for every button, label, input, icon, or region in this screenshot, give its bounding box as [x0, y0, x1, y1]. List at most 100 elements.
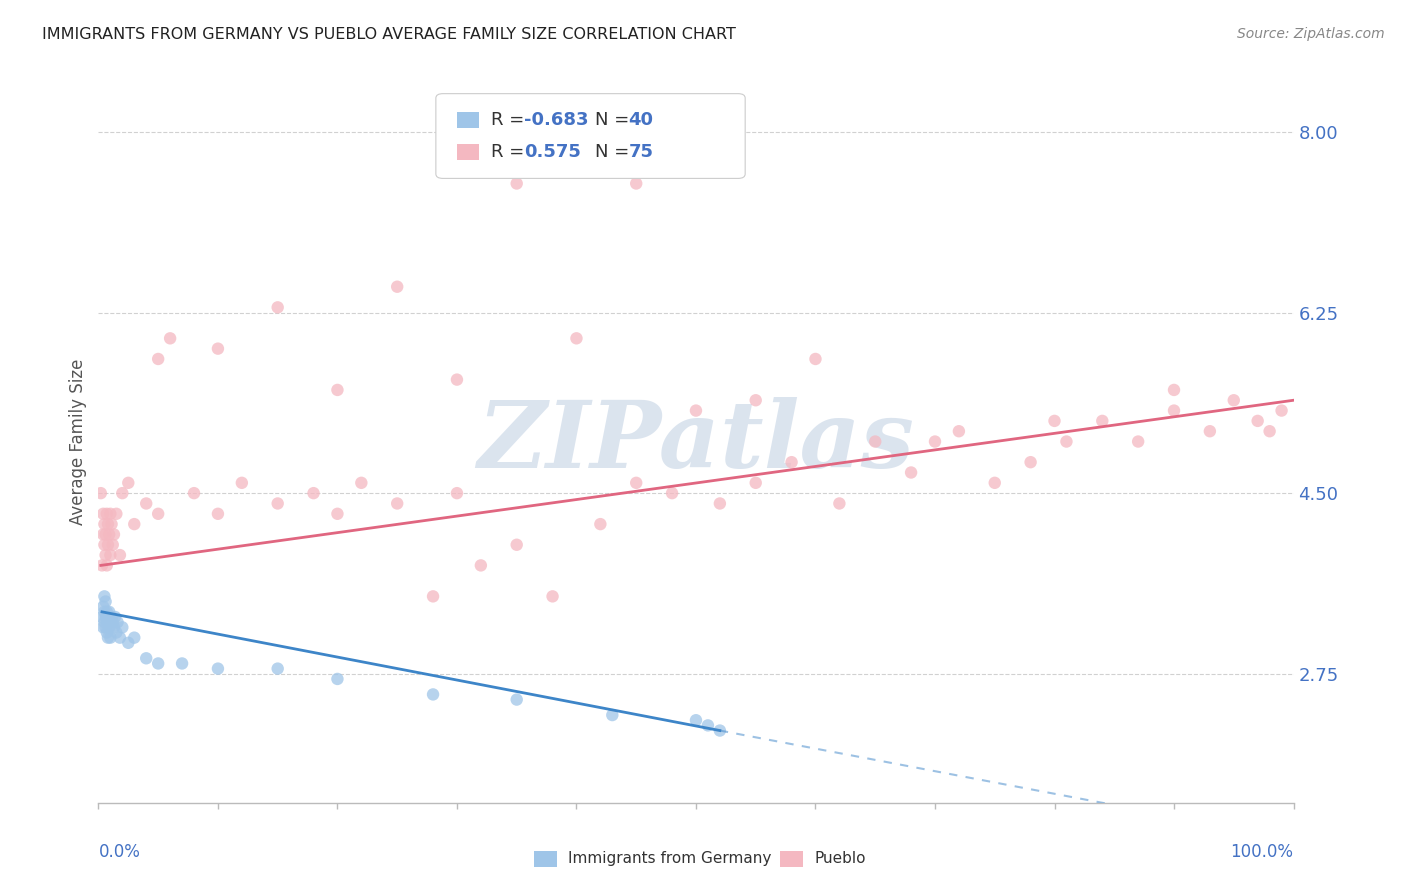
Point	[780, 455, 803, 469]
Point	[103, 527, 125, 541]
Point	[302, 486, 325, 500]
Point	[900, 466, 922, 480]
Point	[183, 486, 205, 500]
Point	[94, 610, 117, 624]
Point	[1056, 434, 1078, 449]
Point	[506, 538, 529, 552]
Point	[709, 496, 731, 510]
Point	[148, 507, 170, 521]
Point	[709, 723, 731, 738]
Point	[1258, 424, 1281, 438]
Point	[506, 177, 529, 191]
Point	[207, 507, 229, 521]
Point	[1199, 424, 1222, 438]
Point	[385, 496, 409, 510]
Point	[101, 538, 124, 552]
Point	[100, 610, 122, 624]
Point	[1019, 455, 1042, 469]
Point	[97, 631, 120, 645]
Point	[101, 615, 124, 630]
Point	[697, 718, 720, 732]
Point	[267, 662, 290, 676]
Point	[984, 475, 1007, 490]
Point	[804, 351, 827, 366]
Point	[865, 434, 887, 449]
Point	[100, 517, 122, 532]
Text: Pueblo: Pueblo	[814, 852, 866, 866]
Point	[93, 605, 115, 619]
Point	[135, 496, 157, 510]
Text: 0.0%: 0.0%	[98, 843, 141, 861]
Point	[98, 548, 122, 562]
Text: R =: R =	[491, 143, 536, 161]
Point	[1043, 414, 1066, 428]
Point	[506, 692, 529, 706]
Point	[96, 507, 118, 521]
Point	[105, 625, 128, 640]
Point	[924, 434, 946, 449]
Point	[685, 713, 707, 727]
Point	[91, 558, 114, 573]
Point	[124, 631, 146, 645]
Point	[94, 594, 117, 608]
Text: R =: R =	[491, 112, 530, 129]
Point	[94, 548, 117, 562]
Point	[172, 657, 194, 671]
Point	[602, 708, 624, 723]
Point	[97, 538, 120, 552]
Point	[93, 615, 115, 630]
Point	[385, 279, 409, 293]
Text: Source: ZipAtlas.com: Source: ZipAtlas.com	[1237, 27, 1385, 41]
Point	[267, 496, 290, 510]
Text: IMMIGRANTS FROM GERMANY VS PUEBLO AVERAGE FAMILY SIZE CORRELATION CHART: IMMIGRANTS FROM GERMANY VS PUEBLO AVERAG…	[42, 27, 737, 42]
Point	[96, 605, 118, 619]
Point	[103, 620, 125, 634]
Point	[470, 558, 492, 573]
Point	[1247, 414, 1270, 428]
Point	[661, 486, 683, 500]
Point	[108, 631, 131, 645]
Point	[828, 496, 851, 510]
Point	[626, 177, 648, 191]
Point	[98, 615, 122, 630]
Point	[135, 651, 157, 665]
Point	[1091, 414, 1114, 428]
Point	[685, 403, 707, 417]
Point	[117, 475, 139, 490]
Text: N =: N =	[595, 112, 634, 129]
Point	[111, 620, 134, 634]
Point	[745, 393, 768, 408]
Point	[745, 475, 768, 490]
Point	[93, 590, 115, 604]
Point	[326, 383, 349, 397]
Point	[93, 538, 115, 552]
Point	[98, 631, 122, 645]
Point	[565, 331, 588, 345]
Point	[231, 475, 253, 490]
Point	[350, 475, 373, 490]
Point	[267, 301, 290, 315]
Point	[1271, 403, 1294, 417]
Y-axis label: Average Family Size: Average Family Size	[69, 359, 87, 524]
Point	[1223, 393, 1246, 408]
Point	[94, 620, 117, 634]
Point	[98, 507, 122, 521]
Point	[446, 373, 468, 387]
Point	[422, 590, 444, 604]
Point	[107, 615, 129, 630]
Point	[90, 486, 112, 500]
Point	[148, 657, 170, 671]
Point	[91, 527, 114, 541]
Point	[91, 620, 114, 634]
Text: N =: N =	[595, 143, 634, 161]
Point	[91, 610, 114, 624]
Point	[446, 486, 468, 500]
Text: ZIPatlas: ZIPatlas	[478, 397, 914, 486]
Point	[422, 687, 444, 701]
Point	[1163, 403, 1185, 417]
Text: 40: 40	[628, 112, 654, 129]
Point	[96, 558, 118, 573]
Text: -0.683: -0.683	[524, 112, 589, 129]
Point	[98, 527, 121, 541]
Point	[98, 605, 121, 619]
